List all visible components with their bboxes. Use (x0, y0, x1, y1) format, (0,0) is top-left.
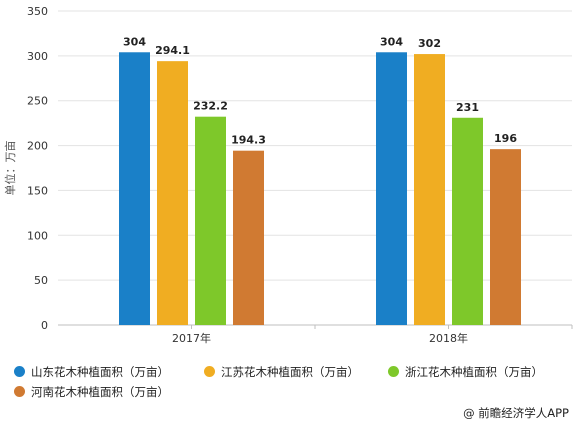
bar (490, 149, 521, 325)
bar-chart: 0 50 100 150 200 250 300 350 单位：万亩 304 294.1 232.2 1… (3, 5, 573, 345)
legend-swatch-jiangsu (204, 366, 215, 377)
data-label: 194.3 (231, 134, 266, 147)
y-tick-label: 50 (34, 274, 48, 287)
legend-label-henan: 河南花木种植面积（万亩） (31, 385, 169, 399)
legend-swatch-henan (14, 386, 25, 397)
legend-swatch-shandong (14, 366, 25, 377)
data-label: 231 (456, 101, 479, 114)
data-label: 304 (123, 35, 146, 48)
bar (452, 117, 483, 325)
y-tick-label: 350 (27, 5, 48, 18)
bar (376, 52, 407, 326)
legend-item-henan: 河南花木种植面积（万亩） (14, 384, 169, 400)
bar (157, 61, 188, 326)
x-tick-label: 2017年 (172, 331, 211, 345)
y-tick-label: 100 (27, 229, 48, 242)
bar (119, 52, 150, 326)
legend-label-zhejiang: 浙江花木种植面积（万亩） (405, 365, 543, 379)
legend-swatch-zhejiang (388, 366, 399, 377)
bar (414, 54, 445, 325)
bar (195, 116, 226, 325)
bar (233, 150, 264, 325)
legend-item-zhejiang: 浙江花木种植面积（万亩） (388, 364, 543, 380)
data-label: 304 (380, 35, 403, 48)
y-tick-label: 250 (27, 95, 48, 108)
data-label: 232.2 (193, 100, 228, 113)
y-axis-title: 单位：万亩 (3, 141, 17, 196)
legend-item-jiangsu: 江苏花木种植面积（万亩） (204, 364, 359, 380)
y-tick-label: 200 (27, 140, 48, 153)
data-label: 196 (494, 132, 517, 145)
y-tick-label: 300 (27, 50, 48, 63)
legend-label-shandong: 山东花木种植面积（万亩） (31, 365, 169, 379)
data-label: 302 (418, 37, 441, 50)
x-tick-label: 2018年 (429, 331, 468, 345)
source-credit: @ 前瞻经济学人APP (463, 406, 569, 420)
legend-label-jiangsu: 江苏花木种植面积（万亩） (221, 365, 359, 379)
y-tick-label: 0 (41, 319, 48, 332)
data-label: 294.1 (155, 44, 190, 57)
legend-item-shandong: 山东花木种植面积（万亩） (14, 364, 169, 380)
y-tick-label: 150 (27, 184, 48, 197)
